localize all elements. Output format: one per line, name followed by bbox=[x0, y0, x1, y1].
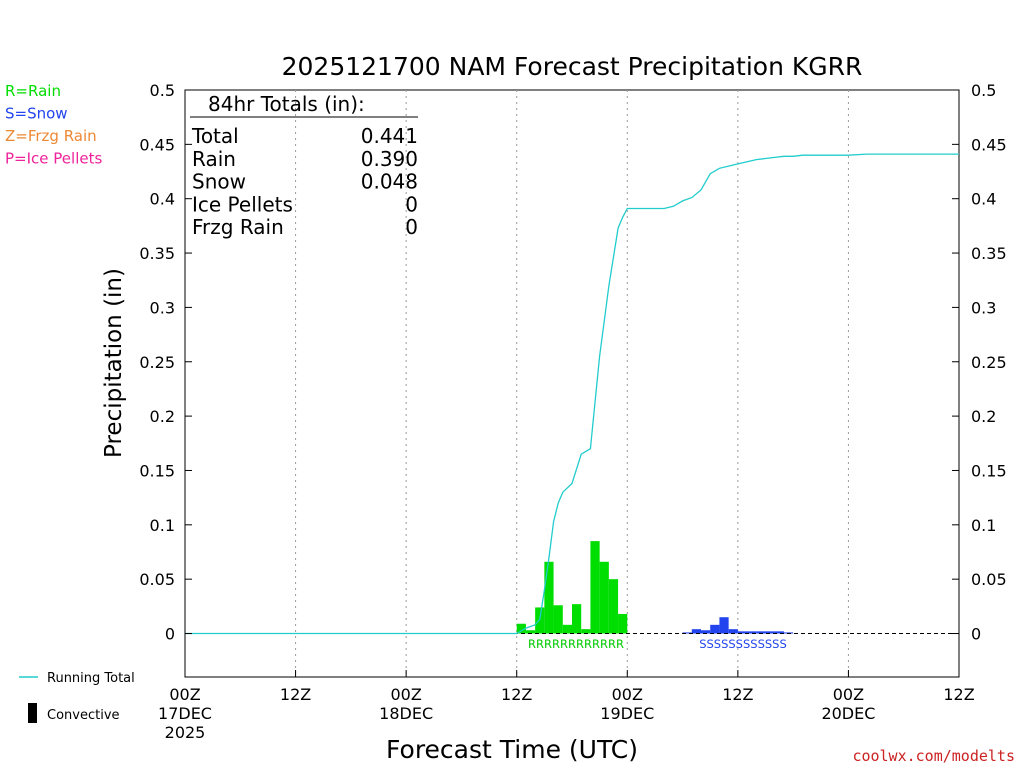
y-tick-label-left: 0.35 bbox=[139, 244, 175, 263]
totals-row-label: Total bbox=[191, 124, 239, 148]
totals-row-value: 0.048 bbox=[361, 170, 418, 194]
snow-bar bbox=[728, 629, 738, 634]
plot-area-frame bbox=[184, 89, 960, 678]
snow-bar bbox=[756, 631, 766, 634]
rain-bar bbox=[553, 605, 563, 634]
x-tick-label: 00Z bbox=[833, 685, 864, 704]
y-axis-label: Precipitation (in) bbox=[101, 268, 127, 458]
totals-row-value: 0.390 bbox=[361, 147, 418, 171]
snow-marker: SSSSSSSSSSSS bbox=[699, 637, 787, 651]
x-tick-label: 12Z bbox=[943, 685, 974, 704]
credit-text: coolwx.com/modelts bbox=[852, 747, 1015, 765]
x-tick-label: 17DEC bbox=[158, 704, 212, 723]
totals-box: 84hr Totals (in): Total 0.441 Rain 0.390 Sno… bbox=[190, 92, 418, 239]
precip-type-legend-item: R=Rain bbox=[5, 82, 61, 100]
y-tick-label-right: 0.2 bbox=[971, 407, 996, 426]
snow-bar bbox=[747, 631, 757, 634]
rain-bar bbox=[544, 561, 554, 634]
rain-bar bbox=[562, 624, 572, 634]
snow-bar bbox=[774, 631, 784, 634]
y-tick-label-right: 0.3 bbox=[971, 298, 996, 317]
y-tick-label-left: 0.5 bbox=[150, 81, 175, 100]
y-tick-label-left: 0.3 bbox=[150, 298, 175, 317]
totals-row-label: Rain bbox=[192, 147, 236, 171]
y-tick-label-right: 0.45 bbox=[971, 135, 1007, 154]
snow-bar bbox=[691, 629, 701, 634]
totals-header: 84hr Totals (in): bbox=[208, 92, 365, 116]
precip-type-legend-item: S=Snow bbox=[5, 105, 68, 123]
snow-bar bbox=[737, 631, 748, 634]
y-tick-label-right: 0.1 bbox=[971, 516, 996, 535]
snow-bar bbox=[783, 632, 794, 634]
x-tick-label: 12Z bbox=[280, 685, 311, 704]
x-tick-label: 18DEC bbox=[379, 704, 433, 723]
y-tick-label-left: 0.15 bbox=[139, 461, 175, 480]
convective-legend-swatch bbox=[28, 703, 37, 723]
x-tick-label: 00Z bbox=[612, 685, 643, 704]
snow-bar bbox=[710, 624, 720, 634]
rain-bar bbox=[618, 613, 628, 634]
grid-lines bbox=[295, 90, 849, 677]
y-axis-ticks: 0 00.05 0.050.1 0.10.15 0.150.2 0.20.25 0.250.… bbox=[139, 81, 1006, 644]
rain-bar bbox=[535, 607, 545, 634]
rain-marker: RRRRRRRRRRRR bbox=[528, 637, 624, 651]
chart-title: 2025121700 NAM Forecast Precipitation KG… bbox=[282, 52, 863, 81]
convective-legend: Convective bbox=[28, 703, 120, 723]
y-tick-label-right: 0.4 bbox=[971, 190, 996, 209]
x-tick-label: 19DEC bbox=[600, 704, 654, 723]
rain-bar bbox=[516, 623, 526, 634]
precip-type-legend-item: Z=Frzg Rain bbox=[5, 127, 97, 145]
y-tick-label-left: 0.25 bbox=[139, 353, 175, 372]
rain-bar bbox=[608, 579, 619, 634]
precip-type-legend-item: P=Ice Pellets bbox=[5, 150, 102, 168]
rain-bar bbox=[599, 561, 609, 634]
y-tick-label-left: 0.2 bbox=[150, 407, 175, 426]
snow-bar bbox=[701, 630, 711, 634]
x-tick-label: 00Z bbox=[169, 685, 200, 704]
totals-row-value: 0 bbox=[405, 192, 418, 216]
snow-bar bbox=[765, 631, 775, 634]
bars-group bbox=[516, 541, 794, 634]
x-tick-label: 2025 bbox=[165, 723, 206, 742]
x-axis-label: Forecast Time (UTC) bbox=[386, 735, 638, 764]
running-total-group bbox=[185, 153, 959, 635]
y-tick-label-right: 0 bbox=[971, 625, 981, 644]
snow-bar bbox=[682, 632, 692, 634]
x-tick-label: 00Z bbox=[390, 685, 421, 704]
snow-bar bbox=[719, 617, 729, 634]
y-tick-label-right: 0.15 bbox=[971, 461, 1007, 480]
y-tick-label-right: 0.25 bbox=[971, 353, 1007, 372]
rain-bar bbox=[572, 604, 582, 634]
y-tick-label-left: 0 bbox=[165, 625, 175, 644]
running-total-line bbox=[185, 153, 959, 635]
running-total-legend-label: Running Total bbox=[47, 671, 135, 686]
totals-row-label: Snow bbox=[192, 170, 246, 194]
rain-bar bbox=[525, 630, 536, 634]
totals-row-value: 0 bbox=[405, 215, 418, 239]
y-tick-label-left: 0.4 bbox=[150, 190, 175, 209]
y-tick-label-right: 0.05 bbox=[971, 570, 1007, 589]
totals-row-label: Ice Pellets bbox=[192, 192, 293, 216]
y-tick-label-right: 0.35 bbox=[971, 244, 1007, 263]
y-tick-label-left: 0.45 bbox=[139, 135, 175, 154]
precip-type-legend: R=Rain S=Snow Z=Frzg Rain P=Ice Pellets bbox=[5, 82, 102, 168]
running-total-legend: Running Total bbox=[19, 671, 135, 686]
x-tick-label: 20DEC bbox=[821, 704, 875, 723]
rain-bar bbox=[581, 629, 591, 634]
x-tick-label: 12Z bbox=[722, 685, 753, 704]
totals-row-label: Frzg Rain bbox=[192, 215, 284, 239]
rain-bar bbox=[590, 541, 600, 634]
y-tick-label-left: 0.1 bbox=[150, 516, 175, 535]
totals-row-value: 0.441 bbox=[361, 124, 418, 148]
y-tick-label-left: 0.05 bbox=[139, 570, 175, 589]
x-tick-label: 12Z bbox=[501, 685, 532, 704]
convective-legend-label: Convective bbox=[47, 708, 120, 723]
y-tick-label-right: 0.5 bbox=[971, 81, 996, 100]
